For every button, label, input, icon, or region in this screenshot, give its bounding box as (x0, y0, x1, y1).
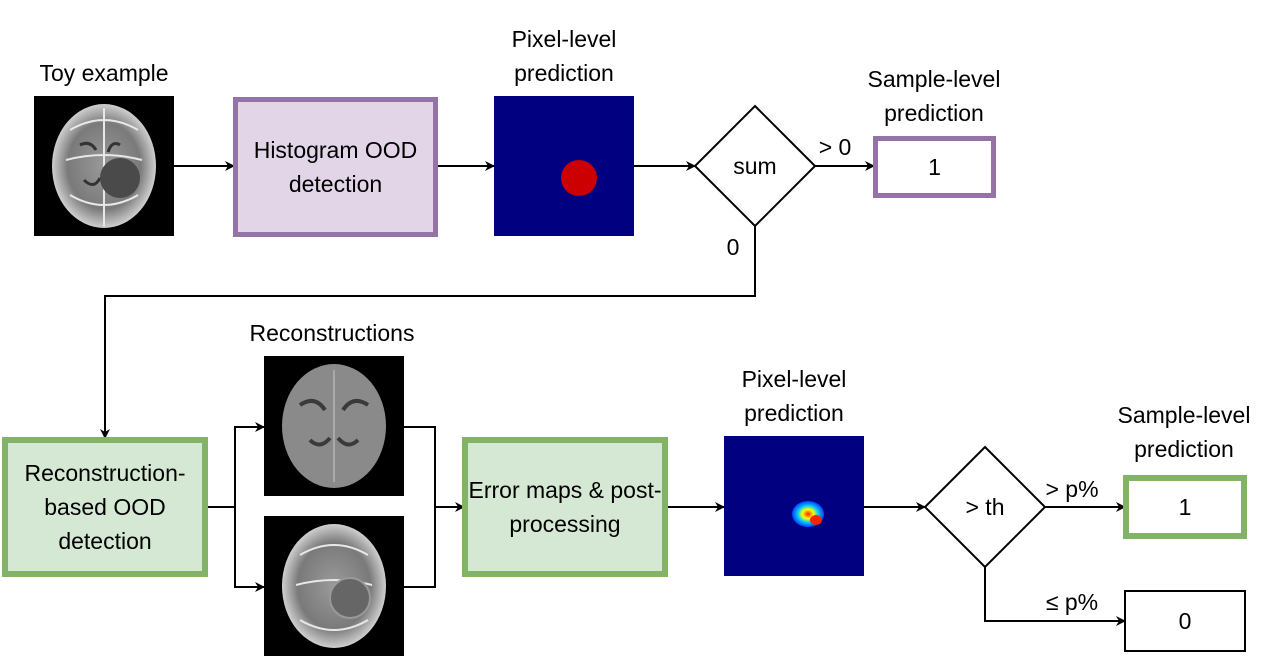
sample-result-top: 1 (873, 136, 996, 198)
arrow-recon-to-healthy (207, 422, 265, 508)
sample-result-negative: 0 (1124, 590, 1246, 652)
zero-branch-label: 0 (726, 234, 740, 260)
reconstruction-input-image (264, 516, 404, 656)
pixel-level-label-top: Pixel-level prediction (511, 26, 617, 86)
less-equal-p-label: ≤ p% (1045, 589, 1099, 615)
reconstruction-ood-text: Reconstruction-based OOD detection (24, 460, 186, 554)
pixel-prediction-top-image (494, 96, 634, 236)
pixel-prediction-bottom-image (724, 436, 864, 576)
sample-result-top-value: 1 (928, 154, 941, 180)
greater-p-label: > p% (1045, 476, 1099, 502)
sum-label: sum (733, 153, 777, 179)
sample-result-positive-value: 1 (1178, 494, 1192, 520)
reconstructions-label: Reconstructions (249, 320, 415, 346)
toy-example-image (34, 96, 174, 236)
toy-example-label: Toy example (39, 60, 169, 86)
sample-level-label-top: Sample-level prediction (867, 66, 1001, 126)
error-maps-text: Error maps & post-processing (468, 477, 662, 537)
sample-result-negative-value: 0 (1178, 608, 1192, 634)
arrow-input-to-error (404, 507, 436, 588)
arrow-healthy-to-error (404, 426, 465, 512)
sample-result-positive: 1 (1123, 475, 1247, 539)
sample-level-label-bottom: Sample-level prediction (1117, 402, 1251, 462)
threshold-label: > th (965, 494, 1005, 520)
error-maps-box: Error maps & post-processing (462, 437, 668, 577)
histogram-ood-text: Histogram OOD detection (253, 137, 418, 197)
reconstruction-ood-box: Reconstruction-based OOD detection (2, 437, 208, 577)
arrow-sum-zero-down (100, 226, 756, 439)
arrow-recon-to-input (234, 507, 265, 592)
arrow-threshold-to-negative (984, 567, 1126, 626)
reconstruction-healthy-image (264, 356, 404, 496)
histogram-ood-box: Histogram OOD detection (233, 97, 438, 237)
greater-zero-label: > 0 (818, 134, 852, 160)
pixel-level-label-bottom: Pixel-level prediction (741, 366, 847, 426)
